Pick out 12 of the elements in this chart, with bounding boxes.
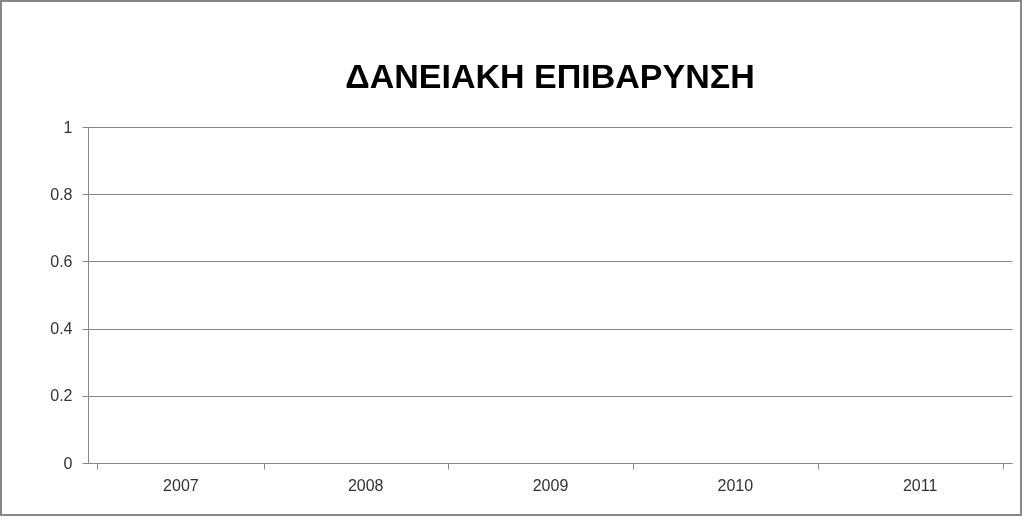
y-tick-label: 0.6: [50, 252, 73, 270]
chart-title: ΔΑΝΕΙΑΚΗ ΕΠΙΒΑΡΥΝΣΗ: [345, 57, 755, 95]
x-tick-label: 2009: [532, 476, 569, 494]
y-tick-label: 0.8: [50, 185, 73, 203]
y-tick-label: 0: [63, 454, 73, 472]
x-tick-label: 2008: [347, 476, 384, 494]
y-tick-label: 1: [63, 118, 73, 136]
x-tick-label: 2010: [717, 476, 754, 494]
x-tick-label: 2011: [902, 476, 938, 494]
x-tick-label: 2007: [163, 476, 199, 494]
y-tick-label: 0.4: [50, 320, 73, 338]
y-tick-label: 0.2: [50, 387, 73, 405]
